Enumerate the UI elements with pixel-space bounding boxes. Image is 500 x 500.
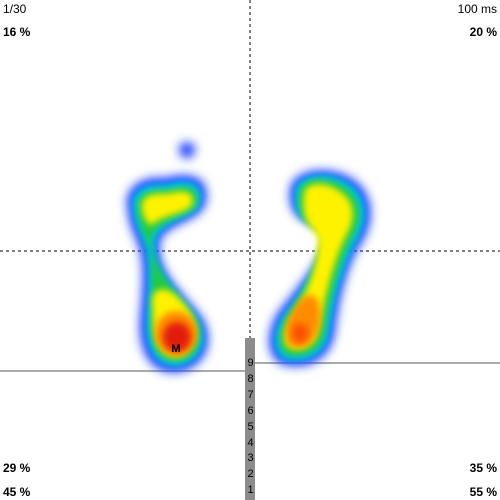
left-foot-peak-pressure — [163, 322, 191, 352]
pressure-center-marker: M — [171, 343, 180, 355]
scale-label: 7 — [247, 388, 254, 401]
pressure-scale-bar — [245, 338, 255, 500]
right-total-percentage: 55 % — [469, 485, 497, 499]
top-left-percentage: 16 % — [3, 25, 31, 39]
scale-label: 8 — [247, 372, 254, 385]
scale-label: 5 — [247, 420, 254, 433]
frame-counter: 1/30 — [3, 2, 27, 16]
right-foot-peak-pressure — [292, 323, 308, 343]
scale-label: 1 — [247, 484, 254, 497]
left-total-percentage: 45 % — [3, 485, 31, 499]
scale-label: 2 — [247, 468, 254, 481]
scale-label: 4 — [247, 436, 254, 449]
right-foot-footprint — [269, 170, 371, 367]
time-readout: 100 ms — [457, 2, 497, 16]
left-foot-footprint — [126, 142, 209, 373]
lower-left-percentage: 29 % — [3, 461, 31, 475]
scale-label: 3 — [247, 452, 254, 465]
scale-label: 9 — [247, 357, 254, 369]
lower-right-percentage: 35 % — [469, 461, 497, 475]
scale-label: 6 — [247, 404, 254, 417]
top-right-percentage: 20 % — [469, 25, 497, 39]
